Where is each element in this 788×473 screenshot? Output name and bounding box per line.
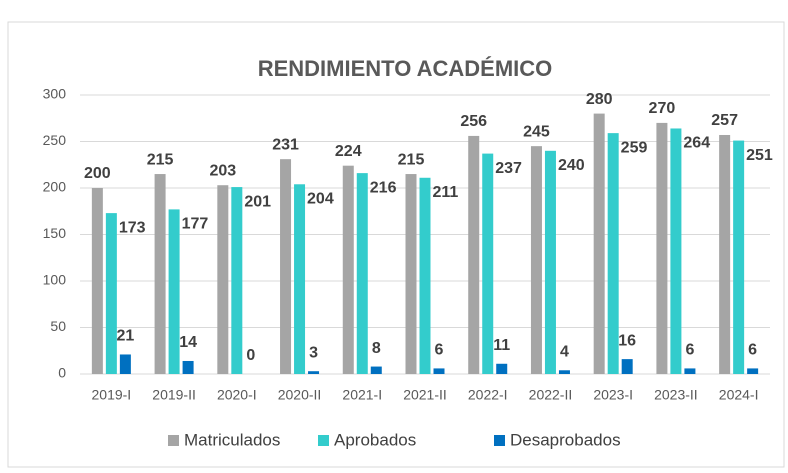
data-label: 177	[182, 216, 209, 233]
bar	[231, 187, 243, 374]
data-label: 201	[244, 193, 271, 210]
data-label: 16	[618, 332, 636, 349]
data-label: 4	[560, 343, 569, 360]
data-label: 264	[683, 135, 710, 152]
bar	[747, 368, 759, 374]
x-tick-label: 2020-I	[217, 387, 257, 403]
bar	[356, 173, 368, 374]
data-label: 240	[558, 157, 585, 174]
bar	[217, 185, 229, 374]
data-label: 0	[246, 347, 255, 364]
bar	[482, 153, 494, 374]
data-label: 251	[746, 147, 773, 164]
chart-border	[7, 21, 785, 468]
x-tick-label: 2020-II	[278, 387, 322, 403]
x-tick-label: 2021-I	[342, 387, 382, 403]
bar	[719, 134, 731, 374]
bar	[342, 165, 354, 374]
data-label: 257	[711, 112, 738, 129]
bar	[294, 184, 306, 374]
data-label: 203	[209, 162, 236, 179]
bar	[280, 159, 292, 374]
data-label: 245	[523, 123, 550, 140]
data-label: 11	[493, 337, 510, 354]
bar	[670, 128, 682, 374]
x-tick-label: 2022-II	[529, 387, 573, 403]
legend-label: Desaprobados	[510, 430, 621, 449]
bar	[182, 360, 194, 374]
data-label: 173	[119, 219, 146, 236]
data-label: 14	[179, 334, 197, 351]
data-label: 6	[685, 342, 694, 359]
bar	[607, 133, 619, 374]
bar	[530, 146, 542, 374]
bar	[419, 177, 431, 374]
chart-title: RENDIMIENTO ACADÉMICO	[258, 56, 553, 81]
bar	[154, 174, 166, 374]
data-label: 8	[372, 340, 381, 357]
y-tick-label: 100	[43, 272, 67, 288]
x-tick-label: 2023-I	[593, 387, 633, 403]
y-tick-label: 50	[50, 318, 66, 334]
legend-swatch	[318, 435, 329, 446]
data-label: 21	[116, 328, 134, 345]
legend-swatch	[494, 435, 505, 446]
y-tick-label: 150	[43, 225, 67, 241]
bar	[168, 209, 180, 374]
y-tick-label: 300	[43, 86, 67, 102]
data-label: 280	[586, 91, 613, 108]
bar	[593, 113, 605, 374]
data-label: 215	[147, 151, 174, 168]
x-tick-label: 2019-II	[152, 387, 196, 403]
bar	[684, 368, 696, 374]
y-tick-label: 200	[43, 179, 67, 195]
bar	[468, 135, 480, 374]
bar	[558, 370, 570, 374]
data-label: 6	[435, 342, 444, 359]
legend-label: Matriculados	[184, 430, 280, 449]
data-label: 200	[84, 165, 111, 182]
data-label: 3	[309, 344, 318, 361]
x-tick-label: 2019-I	[92, 387, 132, 403]
y-tick-label: 250	[43, 132, 67, 148]
bar	[656, 122, 668, 375]
data-label: 204	[307, 190, 334, 207]
legend-label: Aprobados	[334, 430, 416, 449]
data-label: 256	[460, 113, 487, 130]
bar	[544, 150, 556, 374]
bar	[496, 363, 508, 374]
bar	[621, 359, 633, 374]
data-label: 270	[649, 100, 676, 117]
data-label: 259	[621, 139, 648, 156]
bar	[105, 213, 117, 374]
data-label: 216	[370, 179, 397, 196]
data-label: 224	[335, 143, 362, 160]
y-tick-label: 0	[58, 365, 66, 381]
data-label: 231	[272, 136, 299, 153]
x-tick-label: 2024-I	[719, 387, 759, 403]
bar	[91, 188, 103, 374]
data-label: 211	[433, 184, 459, 201]
x-tick-label: 2021-II	[403, 387, 447, 403]
x-tick-label: 2022-I	[468, 387, 508, 403]
bar	[433, 368, 445, 374]
data-label: 237	[495, 160, 522, 177]
bar	[733, 140, 745, 374]
bar	[308, 371, 320, 374]
x-tick-label: 2023-II	[654, 387, 698, 403]
data-label: 215	[398, 151, 425, 168]
legend-swatch	[168, 435, 179, 446]
bar	[370, 366, 382, 374]
data-label: 6	[748, 342, 757, 359]
bar	[119, 354, 131, 374]
bar	[405, 174, 417, 374]
